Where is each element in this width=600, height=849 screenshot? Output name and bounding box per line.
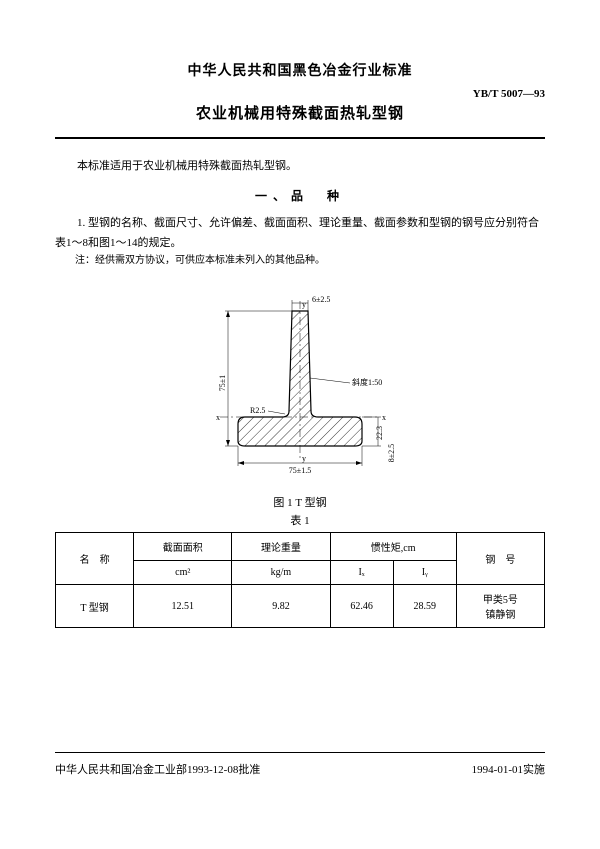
footer-approval: 中华人民共和国冶金工业部1993-12-08批准 (55, 761, 260, 777)
axis-x-right: x (382, 413, 386, 422)
cell-grade: 甲类5号 镇静钢 (456, 585, 544, 628)
org-title: 中华人民共和国黑色冶金行业标准 (55, 60, 545, 80)
spec-table: 名 称 截面面积 理论重量 惯性矩,cm 钢 号 cm² kg/m Iₓ Iᵧ … (55, 532, 545, 628)
figure-caption: 图 1 T 型钢 (55, 494, 545, 510)
divider-bottom (55, 752, 545, 753)
axis-x-left: x (216, 413, 220, 422)
th-inertia: 惯性矩,cm (330, 533, 456, 561)
axis-y-bottom: y (302, 454, 306, 463)
cell-ix: 62.46 (330, 585, 393, 628)
cell-weight: 9.82 (232, 585, 330, 628)
grade-line-2: 镇静钢 (485, 610, 515, 621)
th-ix: Iₓ (330, 561, 393, 585)
dim-base-height: 22.3 (375, 426, 384, 440)
figure-t-steel: 6±2.5 75±1 斜度1:50 R2.5 75±1.5 22.3 8±2.5… (55, 283, 545, 488)
th-area: 截面面积 (134, 533, 232, 561)
table-row: T 型钢 12.51 9.82 62.46 28.59 甲类5号 镇静钢 (56, 585, 545, 628)
dim-slope: 斜度1:50 (352, 377, 382, 387)
doc-title: 农业机械用特殊截面热轧型钢 (55, 102, 545, 123)
cell-name: T 型钢 (56, 585, 134, 628)
dim-radius: R2.5 (250, 406, 265, 415)
dim-base-bottom: 8±2.5 (387, 444, 396, 462)
grade-line-1: 甲类5号 (483, 595, 518, 606)
dim-base-width: 75±1.5 (289, 466, 311, 475)
axis-y-top: y (302, 300, 306, 309)
footer-effective: 1994-01-01实施 (472, 761, 545, 777)
table-caption: 表 1 (55, 512, 545, 528)
cell-area: 12.51 (134, 585, 232, 628)
th-area-unit: cm² (134, 561, 232, 585)
note-1: 注：经供需双方协议，可供应本标准未列入的其他品种。 (55, 253, 545, 269)
table-header-row-1: 名 称 截面面积 理论重量 惯性矩,cm 钢 号 (56, 533, 545, 561)
intro-text: 本标准适用于农业机械用特殊截面热轧型钢。 (55, 157, 545, 177)
th-name: 名 称 (56, 533, 134, 585)
dim-height: 75±1 (218, 375, 227, 391)
footer: 中华人民共和国冶金工业部1993-12-08批准 1994-01-01实施 (55, 732, 545, 777)
cell-iy: 28.59 (393, 585, 456, 628)
t-steel-diagram: 6±2.5 75±1 斜度1:50 R2.5 75±1.5 22.3 8±2.5… (150, 283, 450, 483)
th-grade: 钢 号 (456, 533, 544, 585)
para-1: 1. 型钢的名称、截面尺寸、允许偏差、截面面积、理论重量、截面参数和型钢的钢号应… (55, 214, 545, 254)
th-weight-unit: kg/m (232, 561, 330, 585)
section-heading: 一、品 种 (55, 187, 545, 204)
th-iy: Iᵧ (393, 561, 456, 585)
th-weight: 理论重量 (232, 533, 330, 561)
dim-top-width: 6±2.5 (312, 295, 330, 304)
divider-top (55, 137, 545, 139)
standard-code: YB/T 5007—93 (55, 88, 545, 100)
